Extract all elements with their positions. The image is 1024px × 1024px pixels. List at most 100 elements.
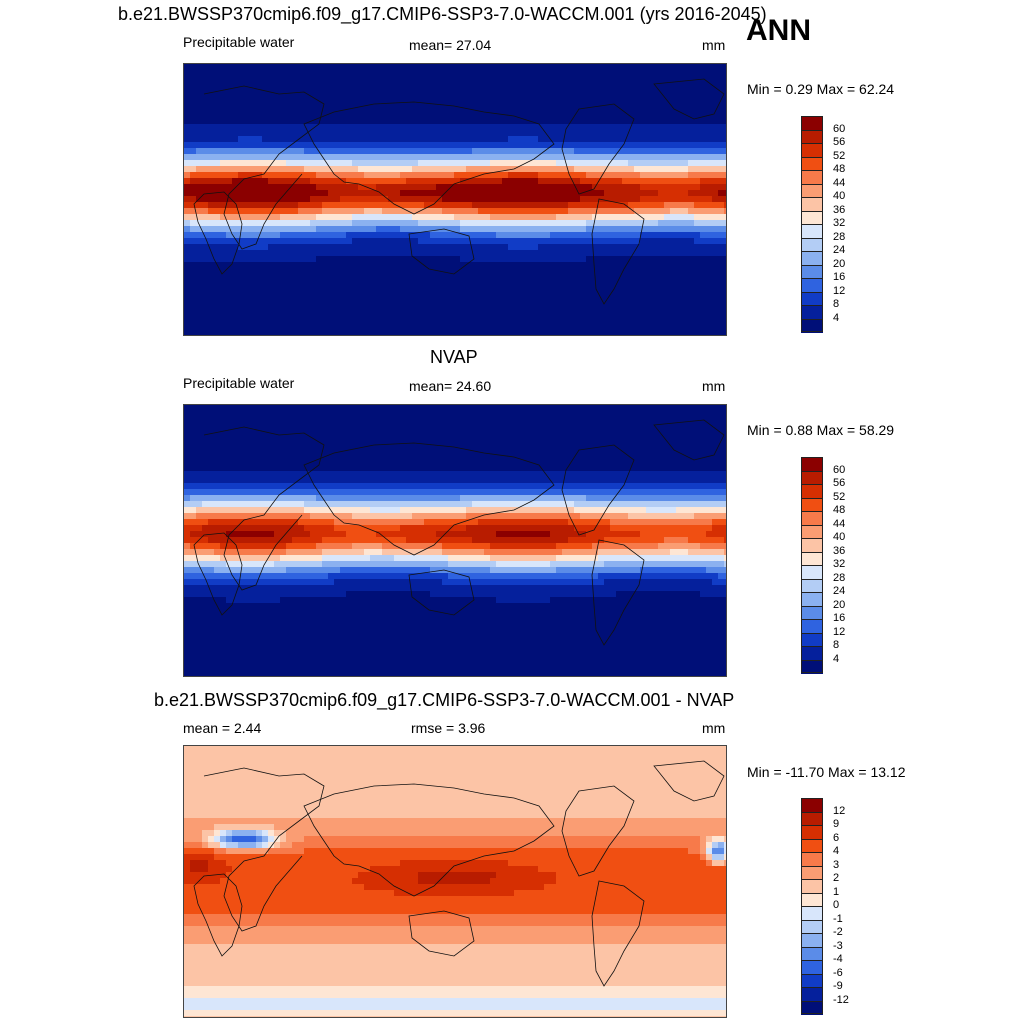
field-cell (502, 100, 509, 107)
field-cell (544, 322, 551, 329)
field-cell (322, 435, 329, 442)
field-cell (274, 447, 281, 454)
field-cell (310, 190, 317, 197)
field-cell (556, 298, 563, 305)
field-cell (658, 286, 665, 293)
field-cell (226, 166, 233, 173)
field-cell (346, 82, 353, 89)
field-cell (286, 76, 293, 83)
field-cell (202, 411, 209, 418)
field-cell (664, 76, 671, 83)
field-cell (400, 106, 407, 113)
field-cell (658, 142, 665, 149)
field-cell (304, 142, 311, 149)
field-cell (208, 196, 215, 203)
field-cell (496, 226, 503, 233)
field-cell (562, 417, 569, 424)
field-cell (388, 429, 395, 436)
field-cell (718, 100, 725, 107)
field-cell (532, 136, 539, 143)
field-cell (688, 106, 695, 113)
field-cell (220, 310, 227, 317)
field-cell (454, 202, 461, 209)
field-cell (382, 64, 389, 71)
field-cell (526, 70, 533, 77)
field-cell (628, 274, 635, 281)
field-cell (640, 208, 647, 215)
field-cell (490, 154, 497, 161)
field-cell (472, 154, 479, 161)
field-cell (190, 208, 197, 215)
field-cell (316, 124, 323, 131)
field-cell (700, 435, 707, 442)
field-cell (466, 256, 473, 263)
field-cell (424, 435, 431, 442)
field-cell (586, 417, 593, 424)
field-cell (244, 256, 251, 263)
field-cell (448, 142, 455, 149)
field-cell (616, 94, 623, 101)
field-cell (190, 196, 197, 203)
field-cell (430, 268, 437, 275)
field-cell (490, 160, 497, 167)
field-cell (346, 112, 353, 119)
field-cell (328, 190, 335, 197)
field-cell (274, 316, 281, 323)
field-cell (460, 190, 467, 197)
field-cell (466, 316, 473, 323)
field-cell (418, 226, 425, 233)
field-cell (640, 124, 647, 131)
field-cell (280, 106, 287, 113)
field-cell (328, 292, 335, 299)
field-cell (412, 298, 419, 305)
field-cell (514, 112, 521, 119)
field-cell (328, 316, 335, 323)
field-cell (322, 190, 329, 197)
field-cell (364, 64, 371, 71)
field-cell (352, 112, 359, 119)
field-cell (448, 220, 455, 227)
field-cell (448, 226, 455, 233)
field-cell (214, 298, 221, 305)
field-cell (646, 172, 653, 179)
field-cell (202, 184, 209, 191)
field-cell (694, 244, 701, 251)
field-cell (256, 256, 263, 263)
field-cell (406, 441, 413, 448)
field-cell (220, 238, 227, 245)
field-cell (328, 298, 335, 305)
field-cell (532, 334, 539, 335)
field-cell (664, 292, 671, 299)
field-cell (658, 106, 665, 113)
field-cell (430, 334, 437, 335)
field-cell (646, 250, 653, 257)
field-cell (358, 268, 365, 275)
field-cell (208, 244, 215, 251)
field-cell (658, 124, 665, 131)
field-cell (616, 202, 623, 209)
field-cell (598, 214, 605, 221)
field-cell (562, 274, 569, 281)
field-cell (496, 220, 503, 227)
field-cell (370, 310, 377, 317)
field-cell (628, 130, 635, 137)
field-cell (334, 405, 341, 412)
field-cell (658, 238, 665, 245)
field-cell (196, 405, 203, 412)
field-cell (370, 70, 377, 77)
field-cell (598, 441, 605, 448)
field-cell (208, 334, 215, 335)
field-cell (274, 304, 281, 311)
field-cell (250, 124, 257, 131)
field-cell (214, 64, 221, 71)
field-cell (382, 130, 389, 137)
panel-2-minmax: Min = 0.88 Max = 58.29 (747, 422, 895, 438)
field-cell (424, 154, 431, 161)
field-cell (676, 274, 683, 281)
field-cell (682, 280, 689, 287)
field-cell (478, 184, 485, 191)
field-cell (340, 172, 347, 179)
field-cell (196, 226, 203, 233)
field-cell (412, 202, 419, 209)
field-cell (568, 208, 575, 215)
